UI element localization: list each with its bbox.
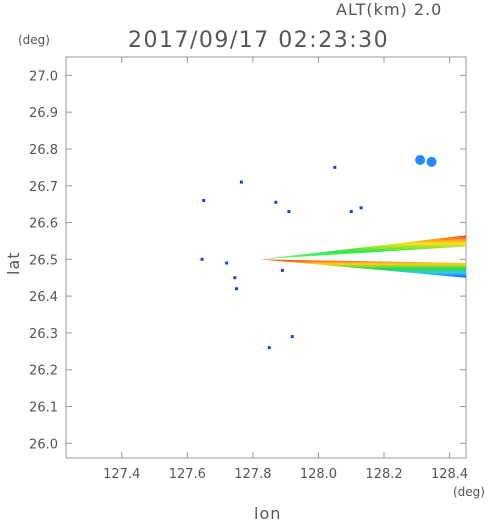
- echo-point: [267, 346, 271, 350]
- chart-title: 2017/09/17 02:23:30: [128, 28, 390, 53]
- y-tick-label: 26.3: [29, 327, 58, 342]
- echo-point: [290, 335, 294, 339]
- echo-spike-1: [259, 259, 466, 278]
- echo-point: [202, 198, 206, 202]
- x-tick-label: 128.4: [431, 467, 468, 482]
- x-unit-label: (deg): [453, 485, 485, 499]
- echo-point: [200, 257, 204, 261]
- x-tick-label: 128.2: [365, 467, 402, 482]
- echo-point: [274, 200, 278, 204]
- echo-point: [287, 210, 291, 214]
- x-axis-label: lon: [254, 504, 282, 523]
- echo-point: [415, 155, 426, 166]
- y-tick-label: 26.1: [29, 400, 58, 415]
- y-tick-label: 26.9: [29, 106, 58, 121]
- x-tick-label: 128.0: [300, 467, 337, 482]
- echo-point: [280, 268, 284, 272]
- y-tick-label: 26.7: [29, 180, 58, 195]
- echo-point: [225, 261, 229, 265]
- x-tick-label: 127.4: [103, 467, 140, 482]
- y-tick-label: 26.4: [29, 290, 58, 305]
- y-tick-label: 26.2: [29, 364, 58, 379]
- x-tick-label: 127.6: [169, 467, 206, 482]
- y-tick-label: 27.0: [29, 69, 58, 84]
- y-tick-label: 26.5: [29, 253, 58, 268]
- echo-point: [426, 156, 437, 167]
- y-unit-label: (deg): [18, 33, 50, 47]
- echo-point: [234, 287, 238, 291]
- echo-point: [349, 210, 353, 214]
- echo-point: [333, 165, 337, 169]
- echo-spike-0: [259, 235, 466, 260]
- y-tick-label: 26.6: [29, 217, 58, 232]
- echo-point: [239, 180, 243, 184]
- plot-frame: [65, 56, 467, 459]
- echo-point: [359, 206, 363, 210]
- altitude-label: ALT(km) 2.0: [336, 0, 443, 19]
- y-tick-label: 26.8: [29, 143, 58, 158]
- y-tick-label: 26.0: [29, 437, 58, 452]
- echo-point: [233, 276, 237, 280]
- x-tick-label: 127.8: [234, 467, 271, 482]
